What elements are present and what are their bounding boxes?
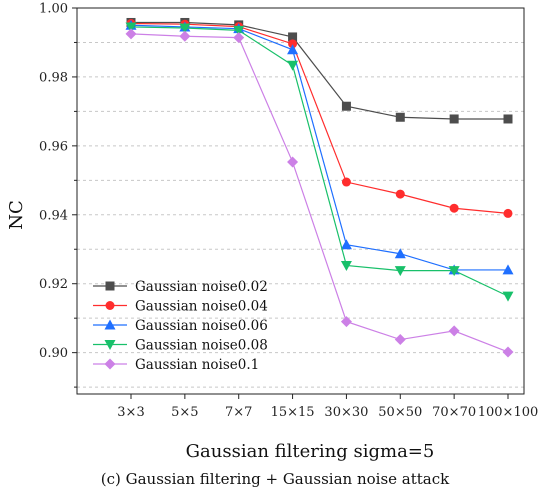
series-line [130, 22, 509, 215]
x-tick-label: 15×15 [271, 405, 315, 420]
y-tick-label: 1.00 [39, 2, 68, 17]
y-tick-label: 0.94 [39, 208, 68, 223]
x-tick-label: 30×30 [324, 405, 368, 420]
data-point [394, 266, 406, 277]
data-point [125, 28, 137, 40]
data-point [340, 316, 352, 328]
data-point [340, 239, 352, 250]
data-point [125, 22, 137, 33]
figure-caption: (c) Gaussian filtering + Gaussian noise … [100, 470, 450, 488]
series-5 [125, 28, 514, 358]
series-line [130, 24, 508, 271]
legend-label: Gaussian noise0.04 [135, 299, 268, 315]
x-tick-label: 50×50 [378, 405, 422, 420]
data-point [287, 156, 299, 168]
data-point [233, 25, 245, 36]
legend-item: Gaussian noise0.08 [93, 338, 268, 354]
x-tick-label: 7×7 [225, 405, 252, 420]
data-point [394, 334, 406, 346]
data-point [502, 346, 514, 358]
legend-item: Gaussian noise0.02 [93, 279, 268, 295]
y-tick-label: 0.90 [39, 346, 68, 361]
data-point [179, 30, 191, 42]
series-line [131, 21, 508, 120]
data-point [395, 189, 405, 199]
series-3 [125, 19, 514, 275]
data-point [503, 114, 513, 124]
legend-item: Gaussian noise0.06 [93, 318, 268, 334]
y-axis: 0.90 0.92 0.94 0.96 0.98 1.00 [39, 2, 77, 388]
data-point [105, 301, 115, 310]
data-point [503, 208, 513, 218]
y-tick-label: 0.98 [39, 70, 68, 85]
data-point [341, 101, 351, 111]
data-point [448, 325, 460, 337]
data-point [341, 177, 351, 187]
x-tick-label: 3×3 [117, 405, 144, 420]
y-tick-label: 0.96 [39, 139, 68, 154]
series-group [125, 17, 514, 358]
data-point [395, 112, 405, 122]
series-line [130, 26, 509, 297]
data-point [179, 23, 191, 34]
data-point [105, 281, 115, 291]
data-point [288, 32, 298, 42]
x-axis: 3×3 5×5 7×7 15×15 30×30 50×50 70×70 100×100 [117, 394, 538, 420]
data-point [448, 266, 460, 277]
legend: Gaussian noise0.02 Gaussian noise0.04 Gaus… [93, 279, 268, 373]
data-point [287, 60, 299, 71]
data-point [340, 260, 352, 271]
legend-label: Gaussian noise0.02 [135, 279, 268, 295]
plot-frame [76, 7, 525, 395]
data-point [502, 291, 514, 302]
x-tick-label: 5×5 [171, 405, 198, 420]
data-point [287, 44, 299, 55]
data-point [502, 264, 514, 275]
legend-label: Gaussian noise0.06 [135, 318, 268, 334]
data-point [104, 340, 116, 350]
data-point [104, 319, 116, 330]
legend-item: Gaussian noise0.1 [93, 357, 259, 373]
legend-item: Gaussian noise0.04 [93, 299, 268, 315]
data-point [288, 39, 298, 49]
legend-label: Gaussian noise0.08 [135, 338, 268, 354]
series-4 [125, 22, 514, 302]
line-chart: 0.900.920.940.960.981.00 3×3 5×5 7×7 15×15 3… [6, 2, 538, 463]
data-point [394, 248, 406, 259]
x-tick-label: 100×100 [478, 405, 539, 420]
data-point [104, 358, 116, 370]
x-tick-label: 70×70 [432, 405, 476, 420]
y-tick-label: 0.92 [39, 277, 68, 292]
data-point [233, 32, 245, 44]
data-point [449, 203, 459, 213]
series-line [130, 33, 509, 353]
data-point [449, 114, 459, 124]
y-axis-label: NC [6, 200, 27, 230]
x-axis-label: Gaussian filtering sigma=5 [186, 441, 435, 462]
legend-label: Gaussian noise0.1 [135, 357, 259, 373]
